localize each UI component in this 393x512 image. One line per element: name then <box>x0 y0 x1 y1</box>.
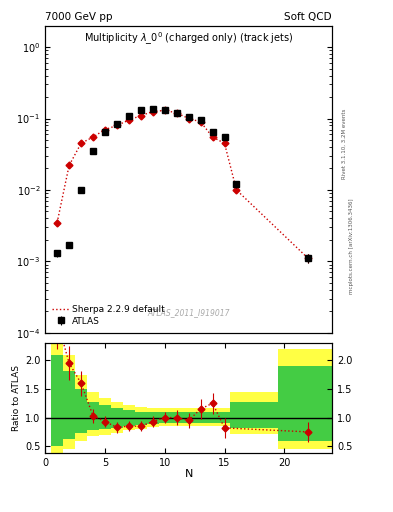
Sherpa 2.2.9 default <box>306 255 310 262</box>
Sherpa 2.2.9 default <box>127 117 131 123</box>
Sherpa 2.2.9 default <box>79 140 83 146</box>
Sherpa 2.2.9 default <box>222 140 227 146</box>
Text: Multiplicity $\lambda\_0^0$ (charged only) (track jets): Multiplicity $\lambda\_0^0$ (charged onl… <box>84 30 294 47</box>
Line: Sherpa 2.2.9 default: Sherpa 2.2.9 default <box>57 111 308 259</box>
Sherpa 2.2.9 default <box>162 108 167 114</box>
Text: 7000 GeV pp: 7000 GeV pp <box>45 12 113 22</box>
Sherpa 2.2.9 default <box>210 134 215 140</box>
Sherpa 2.2.9 default <box>67 162 72 168</box>
X-axis label: N: N <box>184 470 193 479</box>
Sherpa 2.2.9 default <box>174 110 179 116</box>
Sherpa 2.2.9 default <box>91 134 95 140</box>
Sherpa 2.2.9 default <box>55 220 59 226</box>
Sherpa 2.2.9 default <box>151 109 155 115</box>
Sherpa 2.2.9 default <box>234 187 239 193</box>
Text: Soft QCD: Soft QCD <box>285 12 332 22</box>
Sherpa 2.2.9 default <box>103 126 107 133</box>
Text: ATLAS_2011_I919017: ATLAS_2011_I919017 <box>147 308 230 317</box>
Text: Rivet 3.1.10, 3.2M events: Rivet 3.1.10, 3.2M events <box>342 108 346 179</box>
Sherpa 2.2.9 default <box>198 119 203 125</box>
Legend: Sherpa 2.2.9 default, ATLAS: Sherpa 2.2.9 default, ATLAS <box>50 302 168 328</box>
Sherpa 2.2.9 default <box>115 122 119 129</box>
Text: mcplots.cern.ch [arXiv:1306.3436]: mcplots.cern.ch [arXiv:1306.3436] <box>349 198 354 293</box>
Sherpa 2.2.9 default <box>186 115 191 121</box>
Sherpa 2.2.9 default <box>138 113 143 119</box>
Y-axis label: Ratio to ATLAS: Ratio to ATLAS <box>12 365 21 431</box>
